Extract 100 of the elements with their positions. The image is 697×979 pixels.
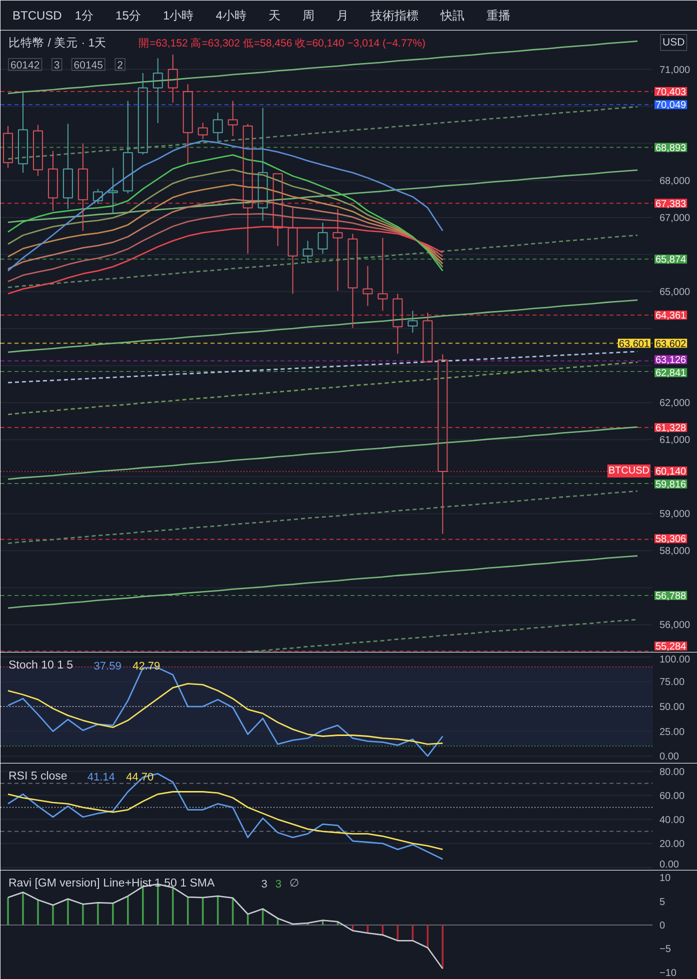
ref-line-label: 55,284: [656, 642, 687, 652]
candlestick: [212, 112, 223, 142]
candlestick: [318, 222, 328, 254]
annotation: 3: [54, 60, 60, 72]
ref-line-label: 56,788: [656, 591, 687, 602]
y-tick-label: 80.00: [660, 766, 685, 778]
y-tick-label: 62,000: [660, 398, 691, 410]
annotation: BTCUSD: [608, 465, 650, 476]
ref-line-label: 70,049: [656, 100, 687, 112]
candlestick: [48, 150, 58, 212]
line-series: [7, 362, 638, 416]
candlestick: [332, 208, 343, 292]
ref-line-label: 63,126: [656, 355, 687, 366]
series-label: 37.59: [94, 660, 122, 672]
candlestick: [62, 123, 73, 210]
ref-line-label: 68,893: [656, 142, 687, 154]
candlestick: [288, 207, 298, 294]
candlestick: [422, 312, 433, 362]
y-tick-label: −10: [660, 968, 677, 979]
ref-line-label: 58,306: [656, 534, 687, 546]
line-series: [7, 791, 444, 850]
candlestick: [378, 237, 388, 312]
candlestick: [438, 354, 448, 534]
ref-line-label: 67,383: [656, 198, 687, 210]
candlestick: [3, 126, 13, 168]
text: RSI 5 close: [8, 770, 68, 782]
y-tick-label: 68,000: [660, 176, 691, 187]
annotation: 2: [117, 60, 124, 72]
candlestick: [392, 293, 403, 354]
line-series: [7, 555, 638, 609]
candlestick: [228, 100, 238, 137]
line-series: [7, 169, 638, 223]
line-series: [247, 618, 638, 652]
text: 比特幣 / 美元 · 1天: [8, 36, 107, 50]
line-series: [7, 773, 444, 860]
line-series: [7, 198, 444, 270]
y-tick-label: 10: [660, 873, 672, 884]
text: 15分: [116, 8, 141, 22]
candlestick: [168, 54, 178, 104]
text: 1分: [74, 8, 94, 22]
y-tick-label: 61,000: [660, 435, 691, 446]
y-tick-label: 5: [660, 896, 666, 908]
annotation: 63,601: [618, 338, 650, 350]
y-tick-label: 59,000: [660, 509, 691, 520]
line-series: [7, 234, 638, 288]
y-tick-label: 60.00: [660, 790, 685, 802]
y-tick-label: 56,000: [660, 620, 691, 632]
ref-line-label: 62,841: [656, 368, 687, 380]
line-series: [7, 490, 638, 544]
ref-line-label: 65,874: [656, 254, 687, 266]
y-tick-label: 40.00: [660, 814, 685, 826]
candlestick: [32, 124, 43, 177]
text: 月: [336, 8, 348, 22]
annotation: ∅: [290, 878, 300, 890]
y-tick-label: 50.00: [660, 702, 685, 714]
y-tick-label: −5: [660, 944, 672, 956]
candlestick: [108, 167, 118, 214]
ref-line-label: 63,602: [656, 338, 687, 350]
text: 開=63,152 高=63,302 低=58,456 收=60,140 −3,014 (−4.77%): [138, 36, 426, 50]
y-tick-label: 0.00: [660, 860, 680, 870]
series-label: 41.14: [87, 772, 115, 784]
line-series: [7, 683, 444, 745]
text: 重播: [486, 8, 510, 22]
text: 周: [302, 8, 314, 22]
ref-line-label: 61,328: [656, 422, 687, 434]
candlestick: [78, 142, 88, 232]
y-tick-label: 0.00: [660, 752, 680, 763]
text: 快訊: [439, 8, 464, 22]
text: 1小時: [162, 8, 194, 22]
series-label: 3: [261, 878, 268, 890]
candlestick: [152, 58, 163, 124]
y-tick-label: 25.00: [660, 726, 685, 738]
line-series: [7, 226, 444, 294]
text: 技術指標: [369, 8, 418, 22]
y-tick-label: 0: [660, 920, 666, 932]
y-tick-label: 71,000: [660, 64, 691, 76]
annotation: 60145: [74, 60, 104, 72]
y-axis-title: USD: [662, 36, 686, 48]
y-tick-label: 65,000: [660, 287, 691, 298]
text: 天: [268, 8, 280, 22]
line-series: [7, 184, 444, 264]
ref-line-label: 59,816: [656, 479, 687, 490]
y-tick-label: 20.00: [660, 838, 685, 850]
y-tick-label: 100.00: [660, 654, 691, 666]
candlestick: [362, 265, 373, 306]
line-series: [7, 169, 444, 268]
line-series: [7, 213, 444, 282]
y-tick-label: 58,000: [660, 546, 691, 558]
line-series: [7, 350, 638, 384]
series-label: 3: [275, 878, 282, 890]
ref-line-label: 70,403: [656, 86, 687, 98]
candlestick: [272, 173, 283, 246]
candlestick: [258, 107, 268, 222]
candlestick: [182, 84, 193, 164]
ref-line-label: 60,140: [656, 466, 687, 478]
annotation: 60142: [10, 60, 40, 72]
ref-line-label: 64,361: [656, 310, 687, 322]
text: BTCUSD: [12, 8, 62, 22]
y-tick-label: 67,000: [660, 212, 691, 224]
y-tick-label: 75.00: [660, 677, 685, 688]
